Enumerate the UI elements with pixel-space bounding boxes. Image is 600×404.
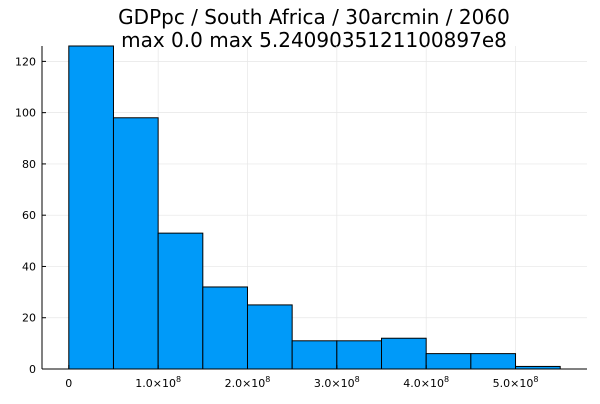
x-tick-label: 5.0×108 (493, 375, 539, 390)
y-tick-label: 100 (15, 107, 36, 120)
y-axis-ticks: 0 20 40 60 80 100 120 (15, 55, 46, 376)
y-tick-label: 20 (22, 312, 36, 325)
y-tick-label: 40 (22, 260, 36, 273)
histogram-bar (202, 286, 248, 370)
chart-title-line-1: GDPpc / South Africa / 30arcmin / 2060 (118, 5, 510, 29)
histogram-bar (157, 232, 204, 370)
y-tick-label: 0 (29, 363, 36, 376)
histogram-bar (246, 304, 293, 370)
histogram-bar (470, 353, 517, 370)
histogram-bar (68, 45, 114, 370)
histogram-bar (381, 337, 427, 370)
y-tick-label: 60 (22, 209, 36, 222)
x-axis-ticks: 0 1.0×108 2.0×108 3.0×108 4.0×108 5.0×108 (65, 365, 538, 390)
histogram-bar (112, 117, 159, 370)
chart-title-line-2: max 0.0 max 5.2409035121100897e8 (121, 28, 507, 52)
x-tick-label: 1.0×108 (135, 375, 181, 390)
histogram-bars (68, 45, 561, 370)
y-tick-label: 80 (22, 158, 36, 171)
histogram-bar (425, 353, 472, 370)
x-tick-label: 0 (65, 377, 72, 390)
axes (41, 46, 587, 370)
histogram-bar (336, 340, 383, 370)
x-tick-label: 2.0×108 (225, 375, 271, 390)
x-tick-label: 3.0×108 (314, 375, 360, 390)
y-tick-label: 120 (15, 55, 36, 68)
x-tick-label: 4.0×108 (403, 375, 449, 390)
histogram-bar (291, 340, 338, 370)
